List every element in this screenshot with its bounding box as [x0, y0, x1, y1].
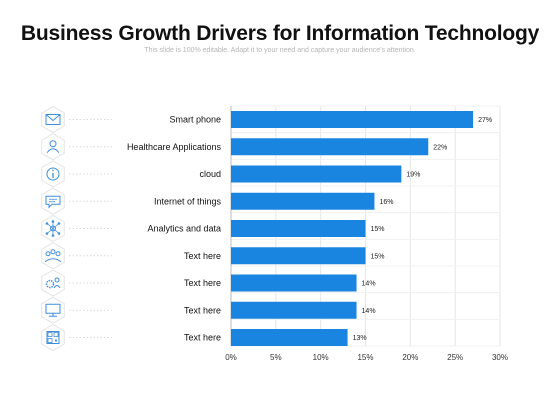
- icon-hexagon-frame: [41, 214, 65, 243]
- qr-code-icon: [41, 323, 65, 352]
- data-label: 19%: [406, 172, 420, 179]
- category-label: Smart phone: [169, 115, 221, 125]
- data-label: 14%: [362, 308, 376, 315]
- bar: [231, 138, 429, 156]
- data-label: 14%: [362, 281, 376, 288]
- x-tick-label: 25%: [447, 353, 463, 362]
- category-label: cloud: [199, 169, 221, 179]
- data-label: 27%: [478, 117, 492, 124]
- page-title: Business Growth Drivers for Information …: [20, 22, 540, 45]
- network-hub-icon: [41, 214, 65, 243]
- icon-hexagon-frame: [41, 133, 65, 161]
- data-label: 16%: [379, 199, 393, 206]
- x-axis: 0% 5% 10% 15% 20% 25% 30%: [225, 353, 508, 362]
- team-icon: [41, 242, 65, 270]
- icon-hexagon-frame: [41, 242, 65, 270]
- data-label: 13%: [353, 335, 367, 342]
- email-icon: [41, 105, 65, 134]
- chat-icon: [41, 187, 65, 215]
- bar: [231, 111, 474, 128]
- icon-hexagon-frame: [41, 160, 65, 188]
- icon-hexagon-frame: [41, 296, 65, 324]
- icon-hexagon-frame: [41, 187, 65, 215]
- x-tick-label: 15%: [357, 353, 373, 362]
- info-icon: [41, 160, 65, 188]
- category-labels: Smart phone Healthcare Applications cloud I…: [127, 115, 222, 343]
- category-label: Text here: [184, 251, 221, 261]
- category-label: Internet of things: [154, 196, 222, 206]
- bar: [231, 165, 402, 183]
- data-label: 15%: [371, 253, 385, 260]
- x-tick-label: 20%: [402, 353, 418, 362]
- bar: [231, 192, 375, 210]
- x-tick-label: 0%: [225, 353, 237, 362]
- monitor-icon: [41, 296, 65, 324]
- category-label: Text here: [184, 305, 221, 315]
- bar: [231, 220, 366, 237]
- data-label: 22%: [433, 144, 447, 151]
- x-tick-label: 10%: [313, 353, 329, 362]
- data-label: 15%: [371, 226, 385, 233]
- page-subtitle: This slide is 100% editable. Adapt it to…: [144, 47, 416, 54]
- category-label: Healthcare Applications: [127, 142, 222, 152]
- bar: [231, 247, 366, 265]
- icon-hexagon-frame: [41, 105, 65, 134]
- category-label: Text here: [184, 333, 221, 343]
- bar: [231, 274, 357, 292]
- icon-hexagon-frame: [41, 323, 65, 352]
- icon-hexagon-frame: [41, 269, 65, 297]
- gear-user-icon: [41, 269, 65, 297]
- bar-layer: 27% 22% 19% 16% 15% 15% 14% 14% 13%: [231, 111, 492, 346]
- bar: [231, 301, 357, 319]
- icon-column: [41, 105, 112, 352]
- x-tick-label: 30%: [492, 353, 508, 362]
- category-label: Text here: [184, 278, 221, 288]
- category-label: Analytics and data: [147, 224, 221, 234]
- user-icon: [41, 133, 65, 161]
- x-tick-label: 5%: [270, 353, 282, 362]
- bar: [231, 329, 348, 346]
